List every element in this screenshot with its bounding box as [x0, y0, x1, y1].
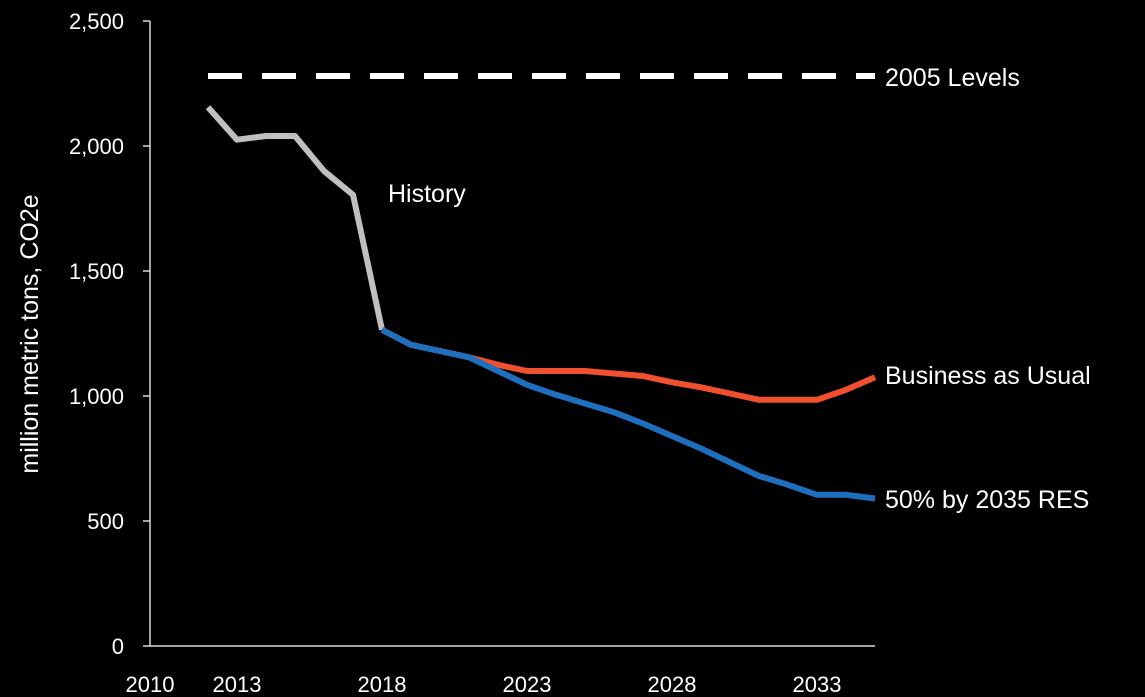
x-tick-label: 2018	[358, 672, 407, 697]
y-tick-label: 2,000	[69, 134, 124, 159]
ticks: 0 500 1,000 1,500 2,000 2,500 2010 2013 2018 2023…	[69, 9, 842, 697]
series-label-2005-levels: 2005 Levels	[885, 64, 1020, 92]
series-label-50-by-2035-res: 50% by 2035 RES	[885, 486, 1089, 514]
x-tick-label: 2028	[648, 672, 697, 697]
y-tick-label: 0	[112, 634, 124, 659]
series-lines	[205, 73, 877, 502]
y-tick-label: 2,500	[69, 9, 124, 34]
y-tick-label: 1,500	[69, 259, 124, 284]
series-label-business-as-usual: Business as Usual	[885, 362, 1091, 390]
series-line-business-as-usual	[380, 327, 877, 403]
x-tick-label: 2010	[126, 672, 175, 697]
series-label-history: History	[388, 180, 466, 208]
series-labels: 2005 Levels History Business as Usual 50% b…	[388, 64, 1091, 514]
y-tick-label: 500	[87, 509, 124, 534]
x-tick-label: 2033	[793, 672, 842, 697]
series-line-50-by-2035-res	[380, 327, 876, 502]
series-line-history	[205, 105, 385, 331]
x-tick-label: 2023	[503, 672, 552, 697]
y-axis-label: million metric tons, CO2e	[16, 194, 44, 473]
x-tick-label: 2013	[213, 672, 262, 697]
y-tick-label: 1,000	[69, 384, 124, 409]
axes	[149, 21, 875, 647]
